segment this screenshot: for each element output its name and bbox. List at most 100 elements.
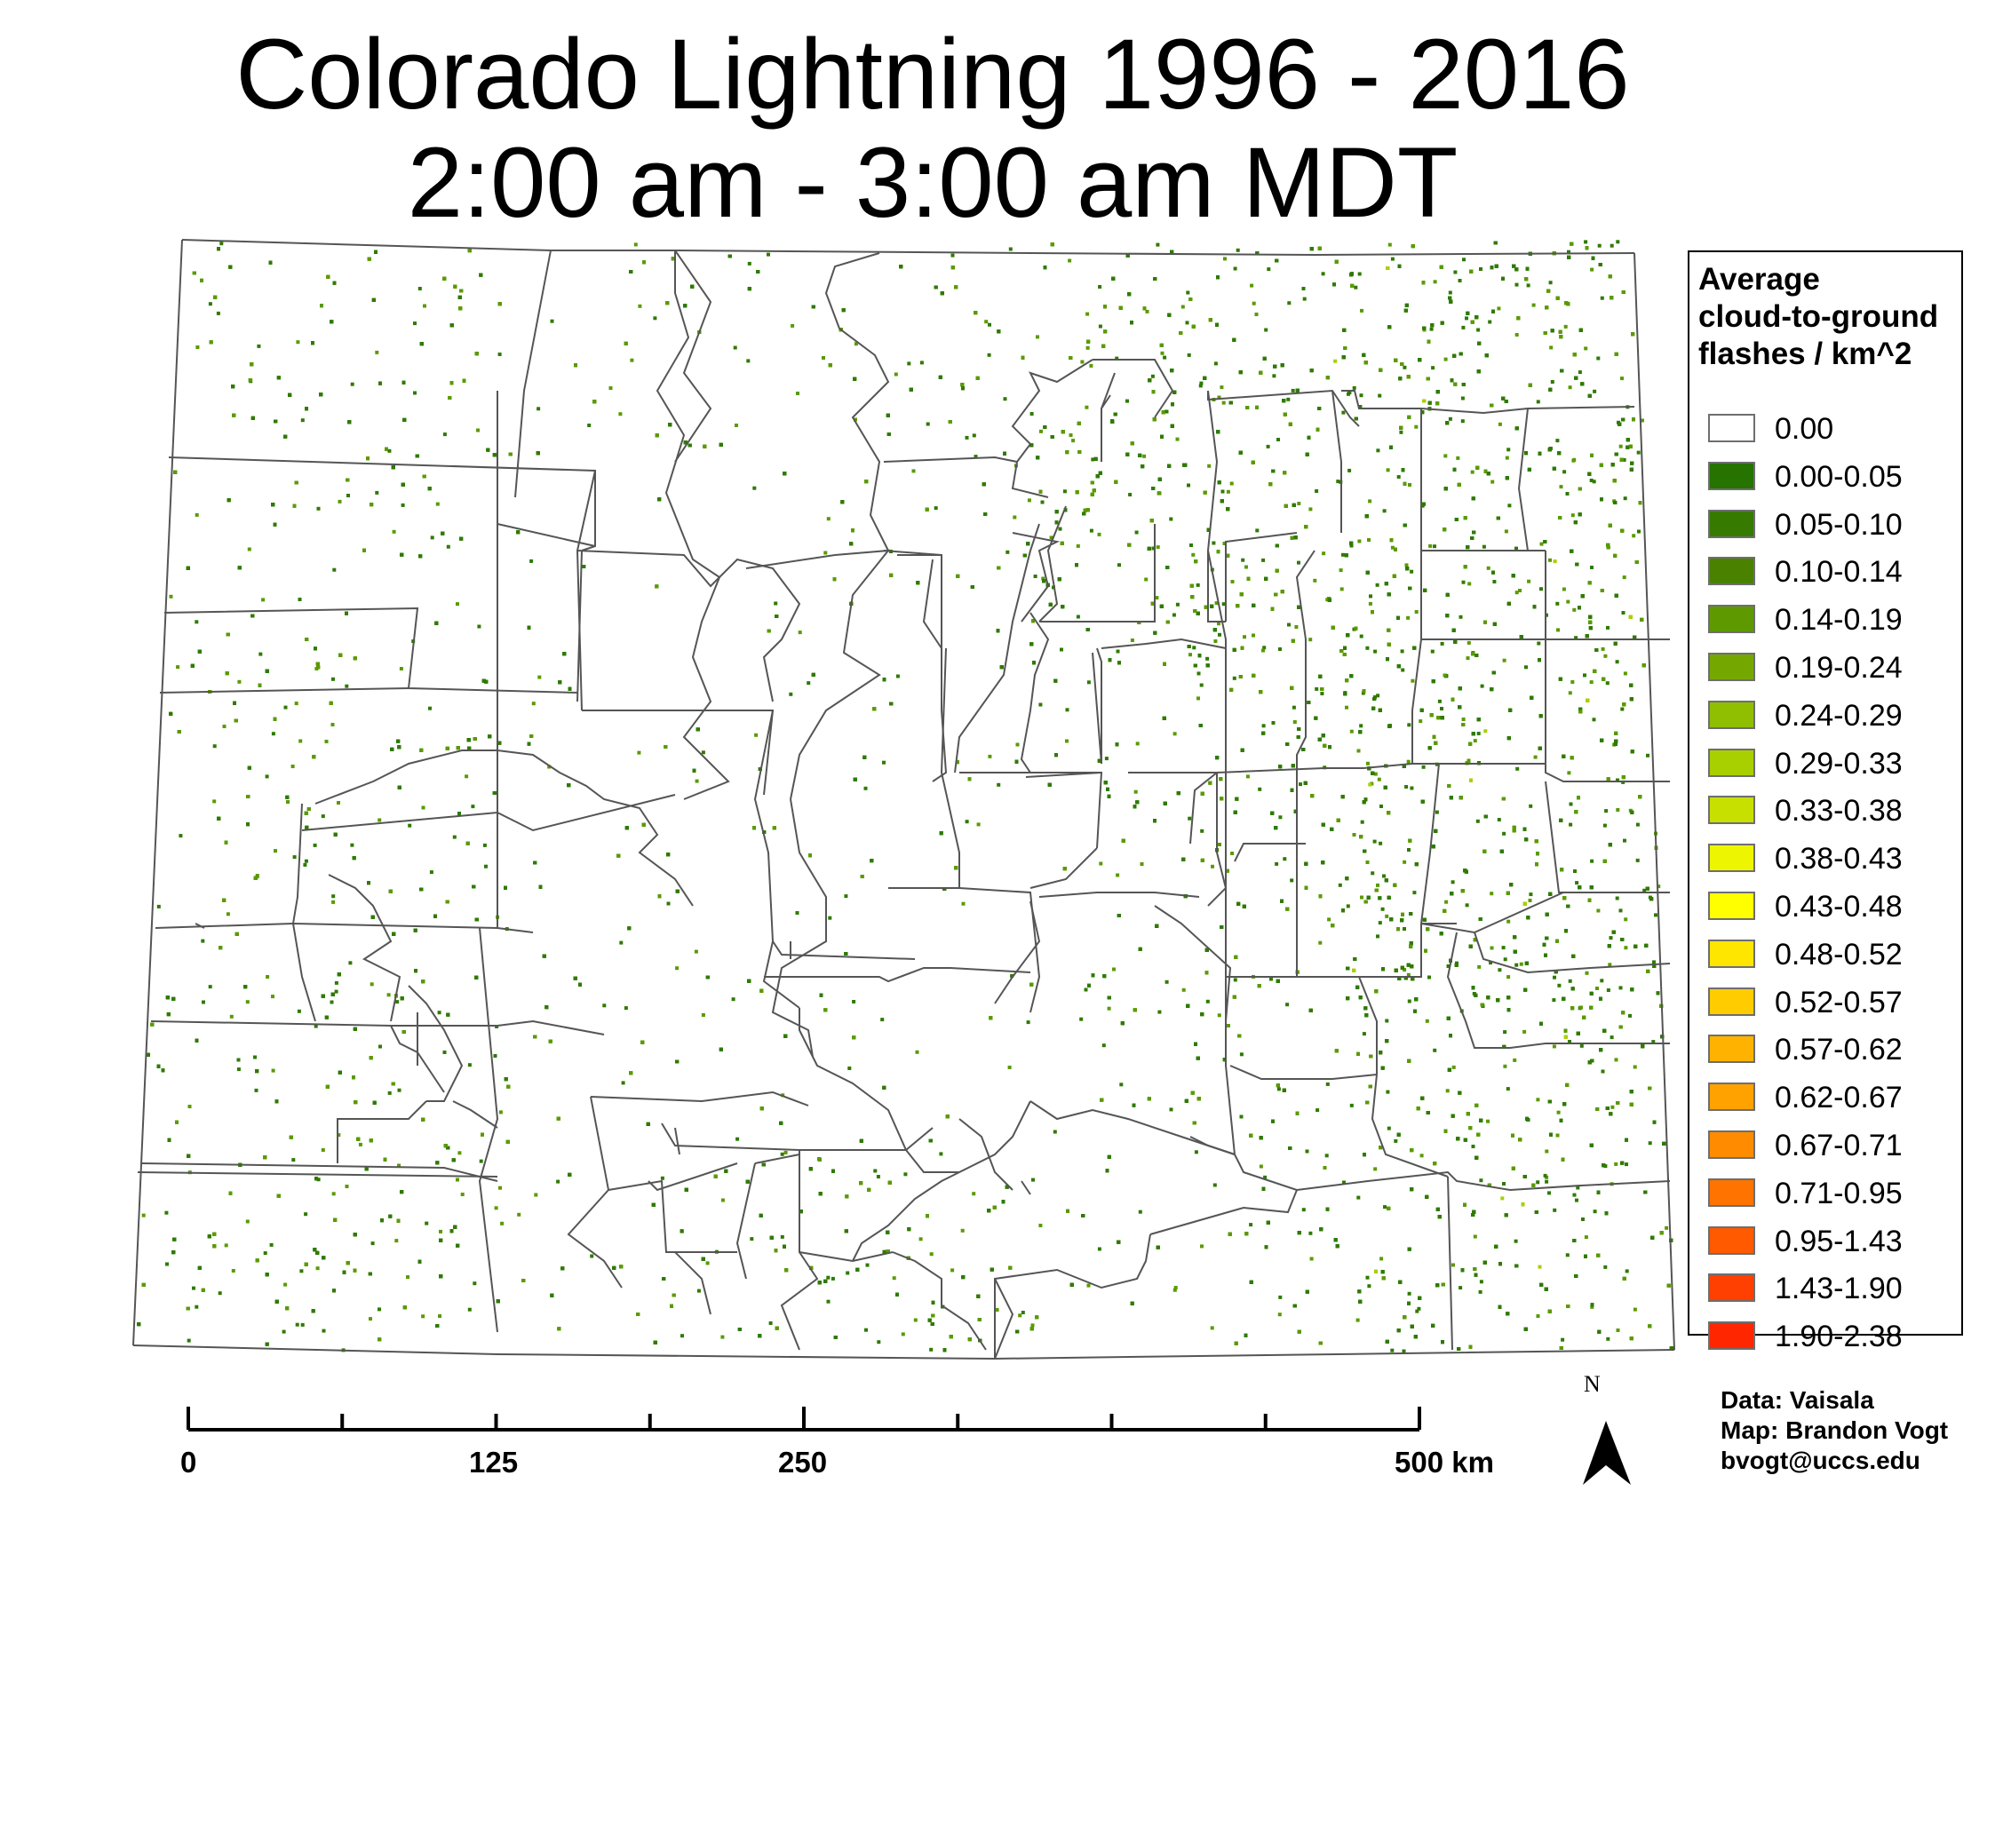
lightning-cell bbox=[1089, 363, 1093, 368]
lightning-cell bbox=[1570, 513, 1575, 518]
lightning-cell bbox=[1562, 470, 1567, 474]
lightning-cell bbox=[1291, 388, 1295, 393]
lightning-cell bbox=[1435, 810, 1439, 814]
lightning-cell bbox=[1433, 544, 1436, 549]
lightning-cell bbox=[823, 551, 828, 555]
lightning-cell bbox=[918, 1237, 923, 1241]
lightning-cell bbox=[446, 544, 450, 549]
lightning-cell bbox=[428, 706, 432, 710]
lightning-cell bbox=[208, 302, 212, 306]
lightning-cell bbox=[826, 1275, 831, 1280]
lightning-cell bbox=[1382, 509, 1387, 513]
lightning-cell bbox=[266, 975, 270, 979]
lightning-cell bbox=[1625, 1269, 1629, 1273]
lightning-cell bbox=[531, 702, 536, 706]
lightning-cell bbox=[1175, 602, 1180, 607]
lightning-cell bbox=[1371, 871, 1375, 876]
lightning-cell bbox=[882, 760, 886, 765]
lightning-cell bbox=[1410, 569, 1414, 574]
lightning-cell bbox=[1362, 1032, 1366, 1036]
lightning-cell bbox=[1376, 448, 1380, 453]
lightning-cell bbox=[752, 486, 757, 490]
lightning-cell bbox=[1502, 1182, 1506, 1186]
lightning-cell bbox=[1616, 240, 1620, 244]
lightning-cell bbox=[236, 1058, 241, 1062]
lightning-cell bbox=[1379, 1257, 1384, 1261]
lightning-cell bbox=[370, 1241, 375, 1246]
lightning-cell bbox=[1635, 822, 1640, 827]
lightning-cell bbox=[1026, 1020, 1030, 1025]
lightning-cell bbox=[1606, 625, 1610, 630]
lightning-cell bbox=[334, 980, 338, 985]
lightning-cell bbox=[1467, 582, 1472, 586]
lightning-cell bbox=[768, 1321, 773, 1325]
lightning-cell bbox=[1568, 1040, 1571, 1043]
lightning-cell bbox=[1547, 1191, 1551, 1195]
lightning-cell bbox=[1555, 439, 1560, 443]
lightning-cell bbox=[1390, 1348, 1395, 1352]
lightning-cell bbox=[1062, 489, 1067, 494]
lightning-cell bbox=[331, 900, 336, 904]
lightning-cell bbox=[1376, 694, 1380, 698]
lightning-cell bbox=[1563, 324, 1568, 329]
lightning-cell bbox=[192, 1286, 195, 1290]
lightning-cell bbox=[1421, 765, 1426, 769]
lightning-cell bbox=[1292, 720, 1297, 724]
lightning-cell bbox=[1478, 1289, 1482, 1294]
lightning-cell bbox=[1569, 802, 1573, 806]
lightning-cell bbox=[1549, 345, 1554, 350]
lightning-cell bbox=[1091, 457, 1095, 462]
lightning-cell bbox=[1315, 489, 1319, 493]
lightning-cell bbox=[1357, 272, 1362, 276]
lightning-cell bbox=[1623, 838, 1626, 843]
lightning-cell bbox=[1097, 532, 1101, 536]
lightning-cell bbox=[517, 1212, 521, 1217]
lightning-cell bbox=[1597, 243, 1602, 248]
lightning-cell bbox=[477, 624, 481, 629]
lightning-cell bbox=[1086, 1283, 1091, 1288]
lightning-cell bbox=[863, 786, 868, 790]
lightning-cell bbox=[1236, 248, 1240, 252]
lightning-cell bbox=[334, 989, 338, 994]
lightning-cell bbox=[1624, 946, 1628, 950]
lightning-cell bbox=[338, 499, 342, 504]
lightning-cell bbox=[1406, 615, 1411, 620]
lightning-cell bbox=[1590, 859, 1594, 863]
lightning-cell bbox=[1233, 266, 1237, 271]
lightning-cell bbox=[1355, 1318, 1360, 1322]
lightning-cell bbox=[397, 1088, 401, 1092]
lightning-cell bbox=[1079, 1017, 1084, 1021]
lightning-cell bbox=[1410, 786, 1414, 790]
lightning-cell bbox=[1414, 424, 1419, 429]
lightning-cell bbox=[316, 1178, 321, 1182]
lightning-cell bbox=[1565, 1253, 1570, 1257]
lightning-cell bbox=[1440, 707, 1443, 710]
lightning-cell bbox=[1368, 782, 1372, 787]
lightning-cell bbox=[497, 353, 502, 356]
lightning-cell bbox=[1590, 566, 1594, 569]
lightning-cell bbox=[1085, 312, 1090, 316]
lightning-cell bbox=[421, 1314, 425, 1319]
lightning-cell bbox=[864, 1328, 868, 1332]
lightning-cell bbox=[852, 1000, 856, 1003]
lightning-cell bbox=[1545, 1179, 1549, 1184]
lightning-cell bbox=[1128, 493, 1133, 496]
lightning-cell bbox=[1559, 485, 1563, 489]
lightning-cell bbox=[1373, 772, 1378, 776]
lightning-cell bbox=[1524, 665, 1528, 670]
lightning-cell bbox=[1285, 1003, 1290, 1007]
lightning-cell bbox=[331, 677, 335, 681]
lightning-cell bbox=[1537, 641, 1541, 646]
lightning-cell bbox=[733, 345, 737, 350]
lightning-cell bbox=[1373, 649, 1378, 654]
lightning-cell bbox=[1548, 281, 1553, 285]
lightning-cell bbox=[1515, 766, 1520, 771]
lightning-cell bbox=[1623, 496, 1627, 501]
lightning-cell bbox=[392, 529, 396, 534]
lightning-cell bbox=[493, 1054, 497, 1058]
lightning-cell bbox=[1625, 1162, 1628, 1167]
lightning-cell bbox=[1614, 1058, 1618, 1062]
lightning-cell bbox=[1615, 660, 1619, 664]
lightning-cell bbox=[257, 344, 261, 348]
